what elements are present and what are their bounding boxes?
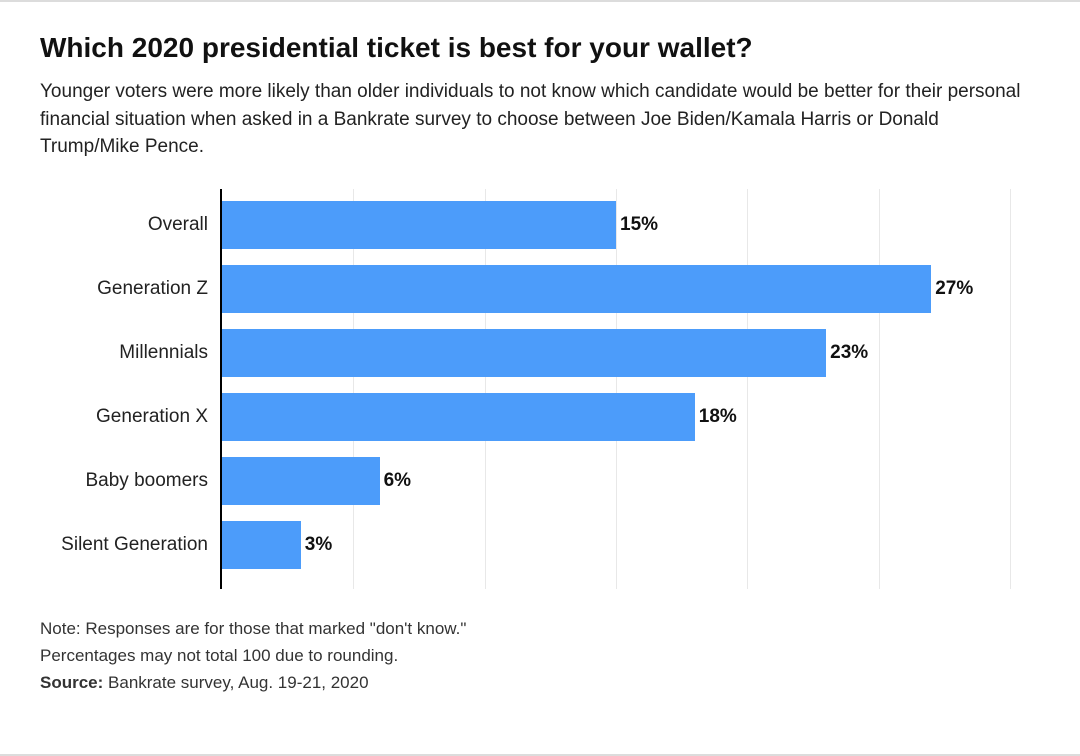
bar-row: Generation Z27%: [222, 265, 1010, 313]
category-label: Generation Z: [97, 278, 222, 300]
bar: [222, 521, 301, 569]
bar: [222, 393, 695, 441]
plot-region: Overall15% Generation Z27% Millennials23% G…: [220, 189, 1010, 589]
bar-value-label: 3%: [301, 534, 332, 556]
chart-title: Which 2020 presidential ticket is best f…: [40, 32, 1040, 64]
grid-line: [1010, 189, 1011, 589]
bar-value-label: 6%: [380, 470, 411, 492]
chart-area: Overall15%Generation Z27%Millennials23%G…: [40, 189, 1040, 589]
chart-container: Which 2020 presidential ticket is best f…: [0, 2, 1080, 716]
source-line: Source: Bankrate survey, Aug. 19-21, 202…: [40, 669, 1040, 696]
category-label: Overall: [148, 214, 222, 236]
note-line-1: Note: Responses are for those that marke…: [40, 615, 1040, 642]
category-label: Millennials: [119, 342, 222, 364]
bar: [222, 201, 616, 249]
category-label: Silent Generation: [61, 534, 222, 556]
bar-row: Baby boomers6%: [222, 457, 1010, 505]
source-label: Source:: [40, 673, 103, 692]
source-text: Bankrate survey, Aug. 19-21, 2020: [103, 673, 368, 692]
bar-value-label: 27%: [931, 278, 973, 300]
bar-row: Overall15%: [222, 201, 1010, 249]
bar-row: Millennials23%: [222, 329, 1010, 377]
bar-row: Silent Generation3%: [222, 521, 1010, 569]
bar-row: Generation X18%: [222, 393, 1010, 441]
category-label: Baby boomers: [85, 470, 222, 492]
bar-value-label: 23%: [826, 342, 868, 364]
category-label: Generation X: [96, 406, 222, 428]
bar: [222, 457, 380, 505]
chart-notes: Note: Responses are for those that marke…: [40, 615, 1040, 697]
bar-value-label: 18%: [695, 406, 737, 428]
bar-value-label: 15%: [616, 214, 658, 236]
bar: [222, 329, 826, 377]
note-line-2: Percentages may not total 100 due to rou…: [40, 642, 1040, 669]
bar: [222, 265, 931, 313]
chart-subtitle: Younger voters were more likely than old…: [40, 78, 1040, 161]
